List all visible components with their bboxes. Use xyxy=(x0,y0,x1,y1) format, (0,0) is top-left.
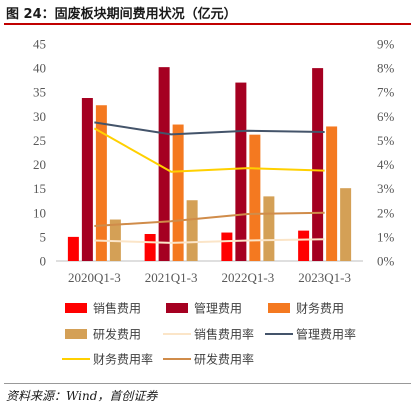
y-left-tick-label: 35 xyxy=(33,85,46,100)
y-right-tick-label: 9% xyxy=(377,37,395,52)
y-left-tick-label: 15 xyxy=(33,181,46,196)
y-left-tick-label: 5 xyxy=(40,229,47,244)
rate-line-1 xyxy=(94,238,325,244)
x-tick-label: 2020Q1-3 xyxy=(68,270,121,285)
bar-2 xyxy=(158,67,170,261)
source-rule xyxy=(4,383,411,384)
legend-label: 研发费用率 xyxy=(194,352,254,367)
y-left-tick-label: 0 xyxy=(40,254,47,269)
source-note: 资料来源：Wind，首创证券 xyxy=(6,389,158,403)
bar-1 xyxy=(67,236,79,261)
bar-4 xyxy=(263,196,275,261)
rate-line-3 xyxy=(93,127,325,173)
legend-swatch xyxy=(268,303,290,313)
tick-labels: 0 5 10 15 20 25 30 35 40 45 0% 1% 2% 3% 4% 5% 6% 7% 8% 9% 20… xyxy=(33,37,395,286)
bar-3 xyxy=(326,126,338,262)
bar-4 xyxy=(186,200,198,261)
bar-3 xyxy=(172,124,184,261)
bars xyxy=(67,67,352,262)
bar-2 xyxy=(312,68,324,261)
rate-lines xyxy=(93,121,325,244)
y-right-tick-label: 4% xyxy=(377,157,395,172)
rate-line-4 xyxy=(94,211,325,228)
legend-label: 管理费用率 xyxy=(296,327,356,342)
legend-label: 销售费用 xyxy=(93,301,141,316)
x-tick-label: 2022Q1-3 xyxy=(222,270,275,285)
y-right-tick-label: 3% xyxy=(377,181,395,196)
x-tick-label: 2021Q1-3 xyxy=(145,270,198,285)
legend-label: 销售费用率 xyxy=(194,327,254,342)
legend-label: 研发费用 xyxy=(93,327,141,342)
y-right-tick-label: 6% xyxy=(377,109,395,124)
y-right-tick-label: 1% xyxy=(377,229,395,244)
bar-3 xyxy=(249,134,261,261)
legend-swatch xyxy=(166,303,188,313)
y-left-tick-label: 10 xyxy=(33,205,46,220)
bar-4 xyxy=(340,188,352,261)
y-left-tick-label: 25 xyxy=(33,133,46,148)
chart-title: 图 24：固废板块期间费用状况（亿元） xyxy=(6,7,237,22)
legend-label: 财务费用率 xyxy=(93,352,153,367)
bar-1 xyxy=(221,232,233,261)
y-left-tick-label: 45 xyxy=(33,37,46,52)
bar-2 xyxy=(235,82,247,261)
y-right-tick-label: 0% xyxy=(377,254,395,269)
y-right-tick-label: 8% xyxy=(377,61,395,76)
y-left-tick-label: 40 xyxy=(33,61,46,76)
title-rule xyxy=(4,23,411,25)
chart-area: 0 5 10 15 20 25 30 35 40 45 0% 1% 2% 3% 4% 5% 6% 7% 8% 9% 20… xyxy=(33,37,395,367)
rate-line-2 xyxy=(94,121,325,136)
y-right-tick-label: 7% xyxy=(377,85,395,100)
bar-2 xyxy=(81,98,93,262)
y-left-tick-label: 30 xyxy=(33,109,46,124)
legend-label: 管理费用 xyxy=(194,301,242,316)
x-tick-label: 2023Q1-3 xyxy=(298,270,351,285)
legend-swatch xyxy=(65,303,87,313)
bar-1 xyxy=(144,233,156,261)
y-left-tick-label: 20 xyxy=(33,157,46,172)
bar-3 xyxy=(95,105,107,262)
legend-swatch xyxy=(65,329,87,339)
y-right-tick-label: 5% xyxy=(377,133,395,148)
bar-1 xyxy=(298,230,310,261)
legend-label: 财务费用 xyxy=(296,301,344,316)
y-right-tick-label: 2% xyxy=(377,205,395,220)
